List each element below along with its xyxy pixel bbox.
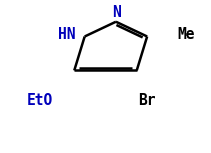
Text: N: N — [113, 5, 121, 20]
Text: Br: Br — [138, 93, 156, 108]
Text: Me: Me — [177, 27, 195, 42]
Text: EtO: EtO — [27, 93, 53, 108]
Text: HN: HN — [58, 27, 75, 42]
